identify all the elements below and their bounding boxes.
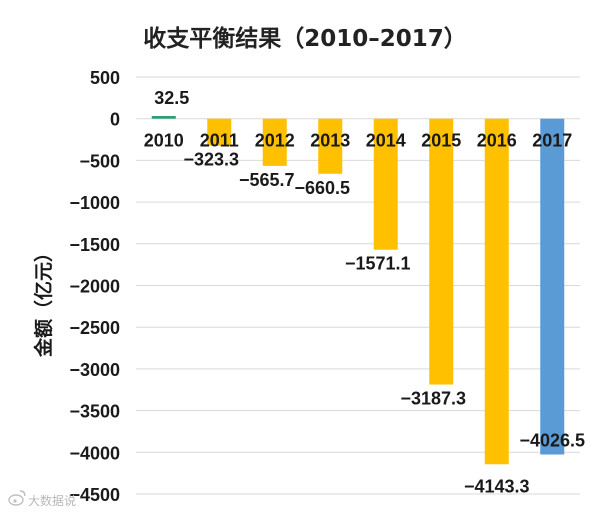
bar-2016 (484, 118, 509, 465)
data-labels: 32.5 −323.3−565.7 −660.5 −1571.1 −3187.3 −414… (154, 88, 585, 496)
y-tick-label: 500 (90, 68, 120, 88)
bar-2010 (151, 115, 176, 119)
bar-2017 (540, 118, 565, 455)
category-label: 2011 (200, 131, 239, 151)
bar-2013 (318, 118, 343, 174)
bar-2012 (262, 118, 287, 166)
category-label: 2012 (255, 131, 295, 151)
y-tick-label: −3500 (69, 402, 120, 422)
y-axis-ticks: 500 0 −500 −1000 −1500 −2000 −2500 −3000 −3500 −4… (69, 68, 120, 505)
data-label: 32.5 (154, 88, 189, 108)
y-tick-label: −1000 (69, 193, 120, 213)
watermark: 大数据说 (8, 490, 76, 508)
data-label: −4026.5 (519, 431, 585, 451)
weibo-icon (8, 490, 26, 506)
y-axis-label: 金额（亿元） (32, 243, 55, 358)
category-label: 2015 (421, 131, 461, 151)
category-label: 2014 (366, 131, 406, 151)
category-label: 2010 (144, 131, 184, 151)
data-label: −565.7 (239, 170, 295, 190)
data-label: −3187.3 (400, 389, 466, 409)
watermark-text: 大数据说 (28, 493, 76, 508)
bar-2011 (207, 118, 232, 146)
data-label: −660.5 (294, 178, 350, 198)
bars (151, 115, 565, 465)
category-label: 2017 (532, 131, 572, 151)
bar-2014 (373, 118, 398, 250)
category-label: 2013 (310, 131, 350, 151)
data-label: −1571.1 (345, 254, 411, 274)
y-tick-label: −3000 (69, 360, 120, 380)
bar-2015 (429, 118, 454, 385)
y-tick-label: −2000 (69, 277, 120, 297)
data-label: −4143.3 (464, 476, 530, 496)
y-tick-label: −4500 (69, 485, 120, 505)
chart-title: 收支平衡结果（2010–2017） (143, 25, 467, 52)
data-label: −323.3 (183, 150, 239, 170)
category-label: 2016 (477, 131, 517, 151)
y-tick-label: −1500 (69, 235, 120, 255)
y-tick-label: −4000 (69, 443, 120, 463)
y-tick-label: 0 (110, 110, 120, 130)
y-tick-label: −500 (79, 151, 120, 171)
category-labels: 2010 2011 2012 2013 2014 2015 2016 2017 (144, 131, 573, 151)
y-tick-label: −2500 (69, 318, 120, 338)
